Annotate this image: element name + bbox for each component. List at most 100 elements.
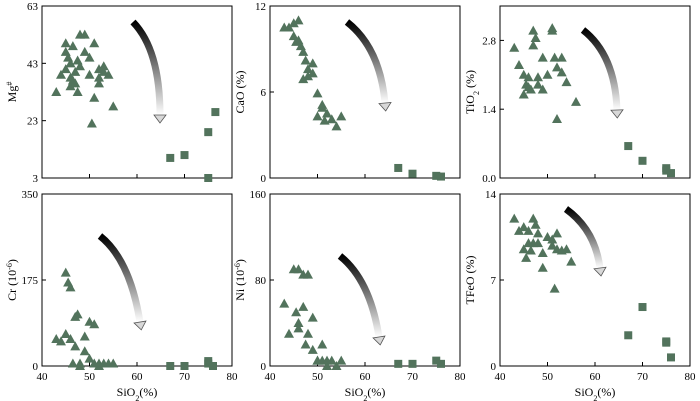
y-axis-title: CaO (%): [233, 71, 247, 114]
data-point-triangle: [279, 298, 290, 308]
data-point-square: [437, 172, 445, 181]
y-tick-label: 350: [22, 189, 39, 201]
data-point-square: [667, 169, 675, 178]
data-point-triangle: [298, 301, 309, 311]
chart-panel-4: 0 175 350 40 50 60 70 80 Cr (10-6) SiO2(%): [5, 189, 239, 401]
data-point-square: [662, 337, 671, 346]
data-point-triangle: [547, 240, 558, 250]
data-point-triangle: [307, 344, 318, 354]
y-tick-label: 0: [491, 361, 497, 373]
y-tick-label: 12: [255, 1, 266, 13]
data-point-square: [432, 171, 441, 180]
data-point-triangle: [530, 219, 541, 229]
y-tick-label: 14: [485, 189, 497, 201]
data-point-triangle: [528, 25, 539, 35]
data-point-square: [432, 356, 441, 365]
data-point-triangle: [525, 84, 536, 94]
x-tick-label: 70: [179, 371, 191, 383]
y-tick-label: 175: [22, 275, 39, 287]
data-point-square: [394, 163, 403, 172]
trend-arrow-shaft: [563, 206, 604, 269]
trend-arrow-shaft: [130, 19, 164, 116]
data-point-triangle: [293, 323, 304, 333]
data-point-triangle: [518, 89, 529, 99]
data-point-triangle: [307, 58, 318, 68]
data-point-triangle: [547, 25, 558, 35]
chart-panel-6: 0 7 14 40 50 60 70 80 TFeO (%) SiO2(%): [463, 189, 696, 401]
data-point-square: [437, 359, 445, 368]
data-point-triangle: [108, 101, 119, 111]
data-point-triangle: [537, 52, 548, 62]
data-point-triangle: [291, 307, 302, 317]
data-point-triangle: [300, 55, 311, 65]
data-point-triangle: [537, 84, 548, 94]
data-point-square: [209, 362, 217, 370]
data-point-square: [624, 331, 633, 340]
data-point-triangle: [284, 328, 294, 338]
data-point-triangle: [319, 115, 330, 125]
data-point-square: [180, 362, 189, 370]
y-tick-label: 2.8: [482, 35, 496, 47]
data-point-triangle: [523, 225, 534, 235]
x-tick-label: 60: [590, 371, 602, 383]
data-point-triangle: [79, 331, 90, 341]
data-point-triangle: [518, 222, 529, 232]
data-point-triangle: [331, 361, 342, 370]
data-point-triangle: [533, 228, 543, 238]
data-point-square: [624, 142, 633, 151]
x-tick-label: 60: [132, 371, 144, 383]
data-point-square: [394, 359, 403, 368]
data-point-triangle: [56, 69, 66, 79]
data-point-triangle: [537, 247, 548, 257]
x-tick-label: 50: [542, 371, 554, 383]
y-tick-label: 23: [27, 116, 39, 128]
data-point-square: [204, 174, 213, 182]
data-point-triangle: [533, 238, 543, 248]
data-point-triangle: [525, 245, 536, 255]
data-point-triangle: [307, 68, 318, 78]
x-tick-label: 80: [455, 371, 467, 383]
data-point-triangle: [60, 267, 71, 277]
y-axis-title: Ni (10-6): [233, 259, 248, 301]
y-tick-label: 0.0: [482, 173, 496, 185]
data-point-triangle: [552, 228, 562, 238]
data-point-triangle: [98, 61, 109, 71]
y-axis-title: Cr (10-6): [5, 259, 20, 301]
data-point-triangle: [303, 269, 313, 279]
data-point-triangle: [89, 319, 100, 329]
trend-arrow-head: [610, 109, 624, 119]
data-point-triangle: [571, 96, 581, 106]
data-point-triangle: [65, 282, 76, 292]
data-point-square: [211, 108, 220, 117]
data-point-triangle: [65, 58, 76, 68]
data-point-triangle: [514, 225, 524, 235]
y-tick-label: 80: [255, 275, 267, 287]
data-point-triangle: [312, 88, 323, 98]
y-axis-title: TFeO (%): [463, 256, 477, 305]
data-point-triangle: [549, 283, 560, 293]
data-point-triangle: [56, 336, 66, 346]
x-tick-label: 60: [360, 371, 372, 383]
x-tick-label: 70: [407, 371, 419, 383]
data-point-triangle: [67, 358, 78, 368]
x-tick-label: 50: [84, 371, 96, 383]
data-point-triangle: [509, 42, 520, 52]
data-point-triangle: [51, 87, 62, 96]
x-tick-label: 40: [37, 371, 49, 383]
data-point-triangle: [317, 339, 328, 349]
data-point-triangle: [518, 244, 529, 254]
data-point-triangle: [521, 252, 532, 262]
data-point-square: [638, 303, 647, 312]
data-point-square: [180, 151, 189, 160]
y-tick-label: 7: [491, 275, 497, 287]
data-point-triangle: [322, 361, 332, 370]
data-point-triangle: [103, 69, 114, 79]
y-tick-label: 63: [27, 1, 39, 13]
data-point-triangle: [336, 355, 347, 365]
data-point-triangle: [552, 114, 562, 124]
data-point-triangle: [293, 318, 304, 327]
data-point-triangle: [89, 38, 100, 48]
chart-panel-1: 3 23 43 63 Mg#: [5, 1, 233, 185]
y-axis-title: TiO2 (%): [463, 70, 481, 114]
